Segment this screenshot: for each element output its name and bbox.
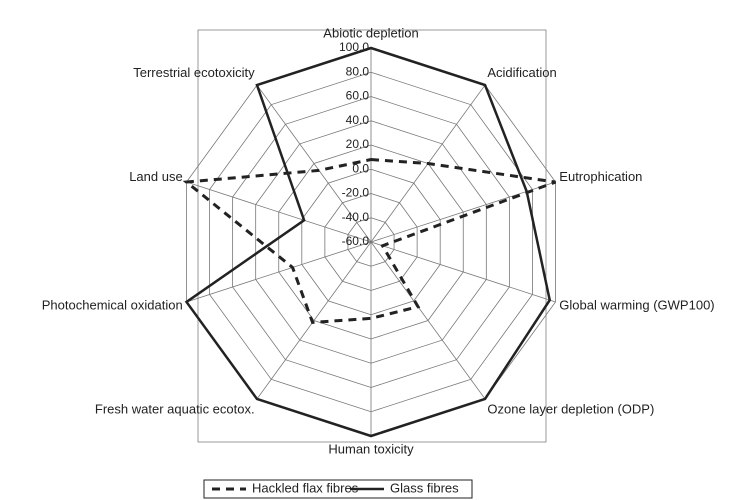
tick-label: 40.0 — [346, 113, 370, 127]
axis-spoke — [256, 84, 372, 243]
category-label: Land use — [129, 169, 183, 184]
plot-frame — [197, 29, 547, 443]
legend-label: Glass fibres — [390, 480, 459, 495]
tick-label: -60.0 — [342, 234, 370, 248]
tick-label: 100.0 — [339, 40, 369, 54]
category-label: Ozone layer depletion (ODP) — [487, 402, 654, 417]
series-line — [184, 46, 552, 438]
category-label: Human toxicity — [328, 441, 414, 456]
legend-label: Hackled flax fibres — [252, 480, 359, 495]
axis-spoke — [370, 181, 556, 243]
category-label: Eutrophication — [559, 169, 642, 184]
series-line — [182, 158, 557, 325]
tick-label: -40.0 — [342, 210, 370, 224]
tick-label: 0.0 — [352, 161, 369, 175]
category-label: Abiotic depletion — [323, 25, 418, 40]
legend-box — [203, 479, 473, 499]
category-label: Photochemical oxidation — [42, 298, 183, 313]
axis-spoke — [256, 241, 372, 400]
axis-spoke — [370, 241, 486, 400]
category-label: Acidification — [487, 65, 556, 80]
tick-label: 60.0 — [346, 89, 370, 103]
axis-spoke — [186, 241, 372, 303]
tick-label: -20.0 — [342, 186, 370, 200]
category-label: Fresh water aquatic ecotox. — [95, 402, 255, 417]
axis-spoke — [370, 241, 556, 303]
tick-label: 80.0 — [346, 64, 370, 78]
tick-label: 20.0 — [346, 137, 370, 151]
category-label: Global warming (GWP100) — [559, 298, 714, 313]
category-label: Terrestrial ecotoxicity — [133, 65, 255, 80]
axis-spoke — [186, 181, 372, 243]
